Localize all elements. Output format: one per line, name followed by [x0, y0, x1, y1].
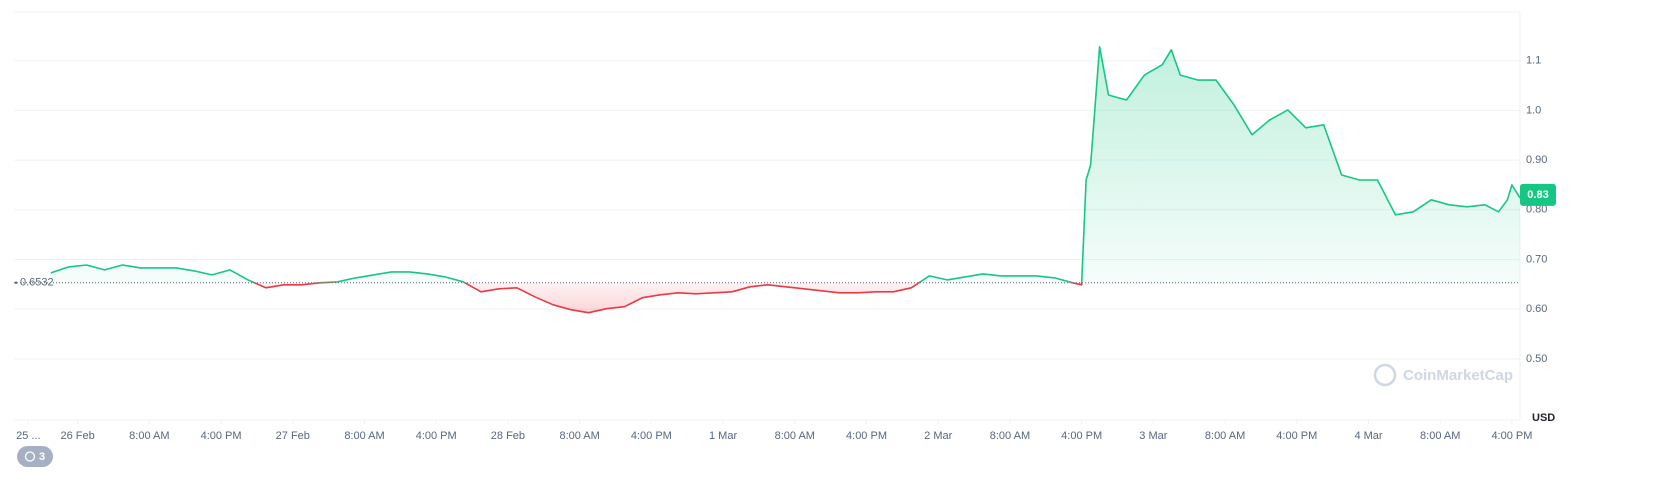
y-tick-label: 0.70	[1526, 253, 1547, 265]
y-tick-label: 1.0	[1526, 104, 1541, 116]
y-tick-label: 0.80	[1526, 204, 1547, 216]
baseline-label: 0.6532	[20, 277, 54, 289]
x-tick-label: 4:00 PM	[416, 430, 457, 442]
x-tick-label: 4:00 PM	[201, 430, 242, 442]
y-tick-label: 0.90	[1526, 154, 1547, 166]
x-tick-label: 8:00 AM	[990, 430, 1030, 442]
price-area	[50, 46, 1521, 313]
x-tick-label: 27 Feb	[276, 430, 310, 442]
x-tick-label: 25 ...	[16, 430, 40, 442]
x-tick-label: 2 Mar	[924, 430, 952, 442]
history-icon	[24, 451, 36, 462]
price-line	[50, 46, 1521, 314]
x-tick-label: 26 Feb	[61, 430, 95, 442]
y-tick-label: 0.60	[1526, 303, 1547, 315]
watermark: CoinMarketCap	[1373, 363, 1513, 387]
last-price-label: 0.83	[1527, 189, 1548, 201]
history-count[interactable]: 3	[39, 451, 45, 463]
x-tick-label: 28 Feb	[491, 430, 525, 442]
x-tick-label: 4:00 PM	[846, 430, 887, 442]
watermark-logo	[1373, 363, 1397, 387]
y-tick-label: 1.1	[1526, 55, 1541, 67]
baseline-dot	[14, 281, 18, 284]
x-tick-label: 1 Mar	[709, 430, 737, 442]
x-tick-label: 4:00 PM	[1491, 430, 1532, 442]
last-price-badge	[1520, 183, 1556, 206]
x-tick-label: 4:00 PM	[1061, 430, 1102, 442]
history-badge[interactable]: 3	[17, 446, 53, 467]
x-tick-label: 8:00 AM	[1205, 430, 1245, 442]
x-tick-label: 8:00 AM	[559, 430, 599, 442]
x-tick-label: 4:00 PM	[1276, 430, 1317, 442]
x-tick-label: 8:00 AM	[344, 430, 384, 442]
x-tick-label: 8:00 AM	[1420, 430, 1460, 442]
watermark-text: CoinMarketCap	[1403, 367, 1513, 384]
x-tick-label: 8:00 AM	[775, 430, 815, 442]
x-tick-label: 8:00 AM	[129, 430, 169, 442]
y-tick-label: 0.50	[1526, 353, 1547, 365]
x-tick-label: 4:00 PM	[631, 430, 672, 442]
currency-label: USD	[1532, 412, 1555, 424]
x-tick-label: 3 Mar	[1139, 430, 1167, 442]
x-tick-label: 4 Mar	[1354, 430, 1382, 442]
